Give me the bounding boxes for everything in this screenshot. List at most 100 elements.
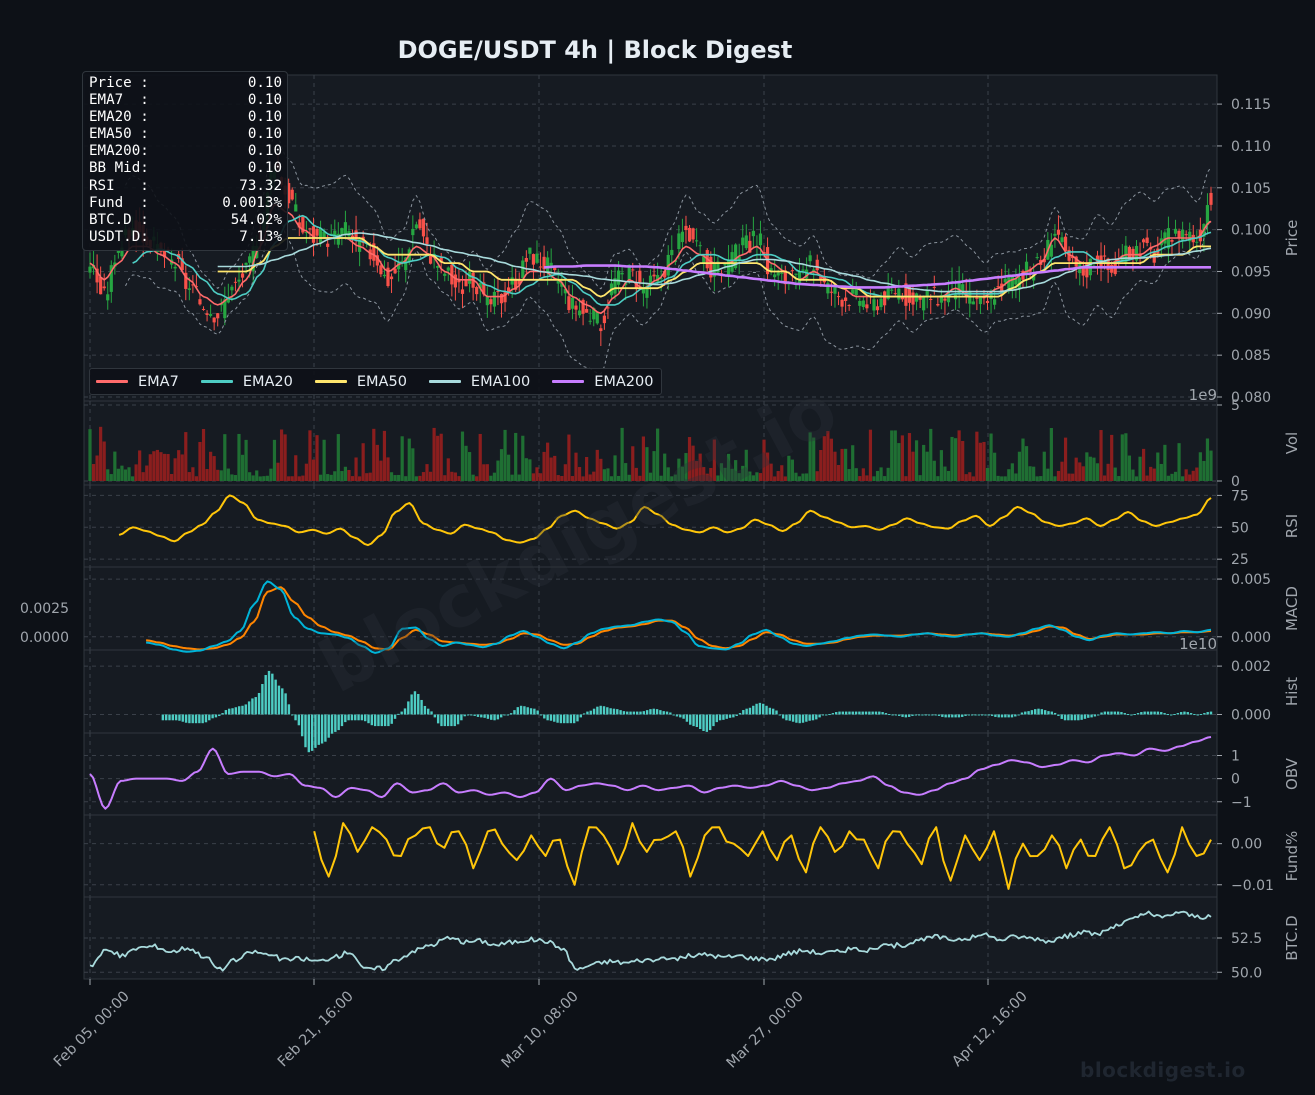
candle-body xyxy=(237,279,241,282)
candle-body xyxy=(659,278,663,280)
readout-label: EMA20 : xyxy=(89,109,149,126)
volume-bar xyxy=(620,427,624,481)
hist-bar xyxy=(871,711,874,715)
volume-bar xyxy=(751,475,755,481)
candle-body xyxy=(932,286,936,288)
candle-body xyxy=(1003,278,1007,283)
volume-bar xyxy=(162,453,167,481)
hist-bar xyxy=(655,709,659,715)
candle-body xyxy=(507,287,511,293)
candle-body xyxy=(287,183,291,204)
candle-body xyxy=(1000,283,1004,295)
volume-bar xyxy=(879,467,883,481)
volume-bar xyxy=(382,430,387,481)
candle-body xyxy=(290,189,294,200)
candle-body xyxy=(425,237,429,244)
volume-bar xyxy=(340,471,344,481)
hist-bar xyxy=(626,711,629,715)
candle-body xyxy=(1007,277,1011,289)
hist-bar xyxy=(596,706,599,715)
hist-bars xyxy=(161,670,1213,753)
hist-bar xyxy=(1140,712,1143,715)
candle-body xyxy=(1024,261,1029,274)
hist-bar xyxy=(592,708,596,715)
candle-body xyxy=(1163,232,1167,244)
candle-body xyxy=(1195,241,1199,243)
candle-body xyxy=(723,263,727,266)
hist-bar xyxy=(914,714,917,716)
candle-body xyxy=(663,270,667,278)
volume-bar xyxy=(1195,467,1199,481)
candle-body xyxy=(304,232,308,234)
volume-bar xyxy=(631,446,635,481)
volume-bar xyxy=(265,475,269,481)
hist-bar xyxy=(1113,711,1117,715)
candle-body xyxy=(1205,205,1210,226)
volume-bar xyxy=(712,439,716,481)
candle-body xyxy=(1184,234,1188,236)
volume-bar xyxy=(336,434,340,481)
candle-body xyxy=(922,296,926,311)
hist-bar xyxy=(234,707,238,715)
candle-body xyxy=(631,269,635,271)
hist-bar xyxy=(990,714,994,716)
candle-body xyxy=(577,310,582,316)
hist-bar xyxy=(775,710,778,715)
volume-bar xyxy=(134,464,138,481)
hist-bar xyxy=(994,714,997,717)
candle-body xyxy=(358,237,362,252)
candle-body xyxy=(184,272,188,289)
volume-bar xyxy=(191,467,195,481)
panel-rsi xyxy=(83,484,1218,568)
hist-bar xyxy=(635,711,639,715)
candle-body xyxy=(1145,237,1149,244)
volume-bar xyxy=(670,476,674,481)
volume-bar xyxy=(1102,475,1107,481)
hist-bar xyxy=(931,714,934,716)
hist-bar xyxy=(884,713,888,715)
volume-bar xyxy=(1046,468,1050,481)
hist-bar xyxy=(453,714,456,727)
legend-item: EMA200 xyxy=(552,374,653,390)
hist-bar xyxy=(1063,714,1067,721)
candle-body xyxy=(1181,229,1185,241)
hist-bar xyxy=(340,714,344,727)
hist-bar xyxy=(363,714,367,722)
hist-bar xyxy=(705,714,709,732)
candle-body xyxy=(1141,239,1146,243)
hist-bar xyxy=(1070,714,1073,721)
hist-bar xyxy=(244,704,247,715)
hist-bar xyxy=(788,714,791,721)
candle-body xyxy=(492,291,497,307)
volume-bar xyxy=(180,454,184,481)
candle-body xyxy=(251,245,255,271)
volume-bar xyxy=(166,454,170,481)
volume-bar xyxy=(457,476,461,481)
hist-bar xyxy=(801,714,805,723)
volume-bar xyxy=(446,458,450,481)
candle-body xyxy=(116,251,120,253)
candle-body xyxy=(162,250,167,258)
hist-bar xyxy=(446,714,450,727)
volume-bar xyxy=(418,475,422,481)
candle-body xyxy=(911,292,915,305)
volume-bar xyxy=(616,475,621,481)
volume-bar xyxy=(1106,463,1110,481)
candle-body xyxy=(209,313,213,316)
y-tick-label: 0.110 xyxy=(1231,139,1271,155)
hist-bar xyxy=(513,710,516,715)
hist-bar xyxy=(921,714,924,716)
candle-body xyxy=(560,282,564,287)
volume-bar xyxy=(744,449,748,481)
volume-bar xyxy=(726,453,731,481)
volume-bar xyxy=(971,476,975,481)
volume-bar xyxy=(932,460,936,481)
volume-bar xyxy=(467,452,472,481)
candle-body xyxy=(563,288,567,294)
volume-bar xyxy=(978,442,983,481)
hist-bar xyxy=(509,713,513,715)
hist-bar xyxy=(1067,714,1070,721)
volume-bar xyxy=(503,429,507,481)
volume-bar xyxy=(1071,473,1075,481)
